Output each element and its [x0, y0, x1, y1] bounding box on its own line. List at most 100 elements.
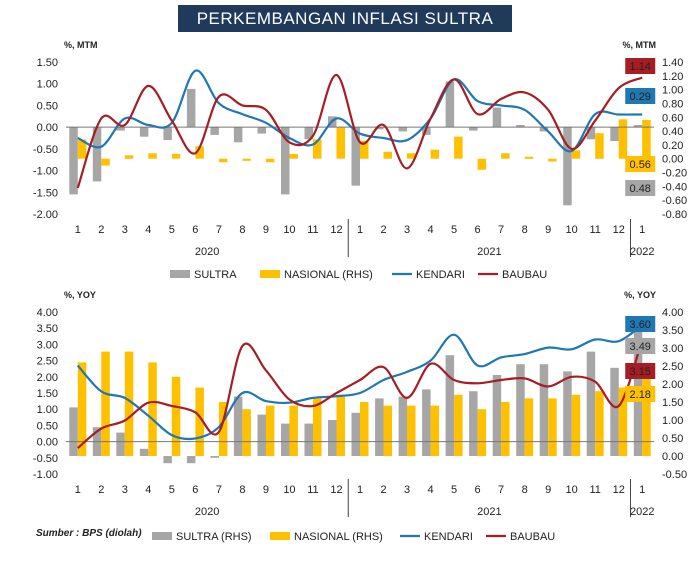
right-tick-label: 0.00: [662, 451, 683, 463]
left-tick-label: -2.00: [33, 209, 58, 221]
nasional-bar: [77, 139, 87, 159]
sultra-bar: [492, 375, 502, 456]
left-tick-label: -1.50: [33, 187, 58, 199]
right-tick-label: 3.00: [662, 343, 683, 355]
month-tick-label: 11: [307, 484, 318, 496]
month-tick-label: 9: [263, 224, 269, 236]
nasional-bar: [454, 394, 463, 456]
right-tick-label: 1.00: [662, 85, 683, 97]
sultra-bar: [304, 127, 313, 140]
sultra-bar: [375, 398, 384, 456]
right-tick-label: 1.40: [662, 57, 683, 69]
month-tick-label: 12: [613, 224, 625, 236]
nasional-bar: [595, 391, 604, 456]
right-tick-label: 0.50: [662, 433, 683, 445]
end-label-box: [625, 338, 656, 354]
sultra-bar: [69, 407, 78, 456]
month-tick-label: 12: [613, 484, 625, 496]
kendari-legend-label: KENDARI: [424, 531, 473, 543]
sultra-bar: [492, 107, 502, 128]
end-label-box: [625, 316, 656, 332]
sultra-bar: [281, 423, 290, 456]
nasional-bar: [501, 153, 510, 159]
sultra-bar: [422, 389, 431, 456]
nasional-bar: [77, 362, 87, 456]
month-tick-label: 2: [98, 224, 104, 236]
end-label-text: 0.56: [630, 159, 651, 171]
left-tick-label: 1.00: [37, 404, 58, 416]
month-tick-label: 10: [283, 484, 295, 496]
month-tick-label: 3: [122, 224, 128, 236]
end-label-text: 0.48: [630, 183, 651, 195]
month-tick-label: 11: [307, 224, 318, 236]
baubau-legend-label: BAUBAU: [510, 531, 555, 543]
baubau-legend-label: BAUBAU: [502, 269, 547, 281]
right-tick-label: 1.50: [662, 397, 683, 409]
left-tick-label: 2.50: [37, 356, 58, 368]
right-tick-label: -0.40: [662, 181, 687, 193]
month-tick-label: 3: [404, 224, 410, 236]
end-label-text: 3.15: [630, 366, 651, 378]
sultra-bar: [398, 127, 408, 132]
sultra-bar: [445, 355, 455, 456]
nasional-legend-label: NASIONAL (RHS): [284, 269, 373, 281]
month-tick-label: 3: [122, 484, 128, 496]
sultra-bar: [539, 364, 549, 456]
left-tick-label: -0.50: [33, 453, 58, 465]
end-label-text: 0.29: [630, 91, 651, 103]
sultra-bar: [186, 456, 196, 464]
month-tick-label: 4: [145, 484, 151, 496]
sultra-bar: [139, 448, 149, 456]
month-tick-label: 1: [75, 484, 81, 496]
nasional-bar: [148, 153, 157, 159]
month-tick-label: 2: [380, 224, 386, 236]
sultra-bar: [375, 127, 384, 130]
sultra-legend-label: SULTRA (RHS): [176, 531, 252, 543]
month-tick-label: 2: [380, 484, 386, 496]
nasional-bar: [430, 149, 440, 159]
nasional-bar: [360, 140, 369, 159]
sultra-bar: [257, 127, 266, 134]
month-tick-label: 2: [98, 484, 104, 496]
left-tick-label: 0.00: [37, 437, 58, 449]
sultra-bar: [210, 127, 219, 135]
left-tick-label: 0.50: [37, 420, 58, 432]
nasional-bar: [642, 377, 651, 456]
right-tick-label: 2.50: [662, 361, 683, 373]
kendari-line: [76, 324, 643, 441]
month-tick-label: 1: [639, 484, 645, 496]
kendari-legend-label: KENDARI: [416, 269, 465, 281]
mtm-chart: %, MTM %, MTM 1.50 1.00 0.50 0.00 -0.50 -1.00 -1…: [33, 40, 687, 258]
month-tick-label: 12: [330, 484, 342, 496]
nasional-bar: [477, 409, 487, 456]
year-label: 2020: [195, 246, 219, 258]
end-label-box: [625, 156, 656, 172]
left-tick-label: 2.00: [37, 372, 58, 384]
sultra-bar: [516, 364, 525, 456]
nasional-bar: [501, 402, 510, 456]
sultra-bar: [445, 81, 455, 128]
nasional-bar: [383, 151, 392, 159]
nasional-bar: [101, 351, 110, 456]
year-label: 2022: [630, 246, 654, 258]
sultra-bar: [633, 125, 643, 128]
baubau-line: [77, 339, 644, 449]
nasional-bar: [618, 119, 628, 159]
month-tick-label: 6: [192, 224, 198, 236]
month-tick-label: 5: [169, 224, 175, 236]
nasional-bar: [124, 351, 134, 456]
month-tick-label: 1: [357, 484, 363, 496]
sultra-bar: [116, 432, 125, 456]
left-axis-title: %, MTM: [64, 40, 98, 50]
month-tick-label: 8: [522, 224, 528, 236]
sultra-bar: [328, 420, 337, 456]
sultra-bar: [563, 127, 572, 206]
nasional-bar: [171, 153, 181, 159]
legend-yoy: SULTRA (RHS) NASIONAL (RHS) KENDARI BAUBAU: [152, 531, 555, 543]
legend-mtm: SULTRA NASIONAL (RHS) KENDARI BAUBAU: [170, 269, 547, 281]
right-tick-label: 4.00: [662, 307, 683, 319]
nasional-legend-label: NASIONAL (RHS): [294, 531, 383, 543]
month-tick-label: 10: [283, 224, 295, 236]
nasional-bar: [524, 398, 534, 456]
right-tick-label: 1.20: [662, 71, 683, 83]
